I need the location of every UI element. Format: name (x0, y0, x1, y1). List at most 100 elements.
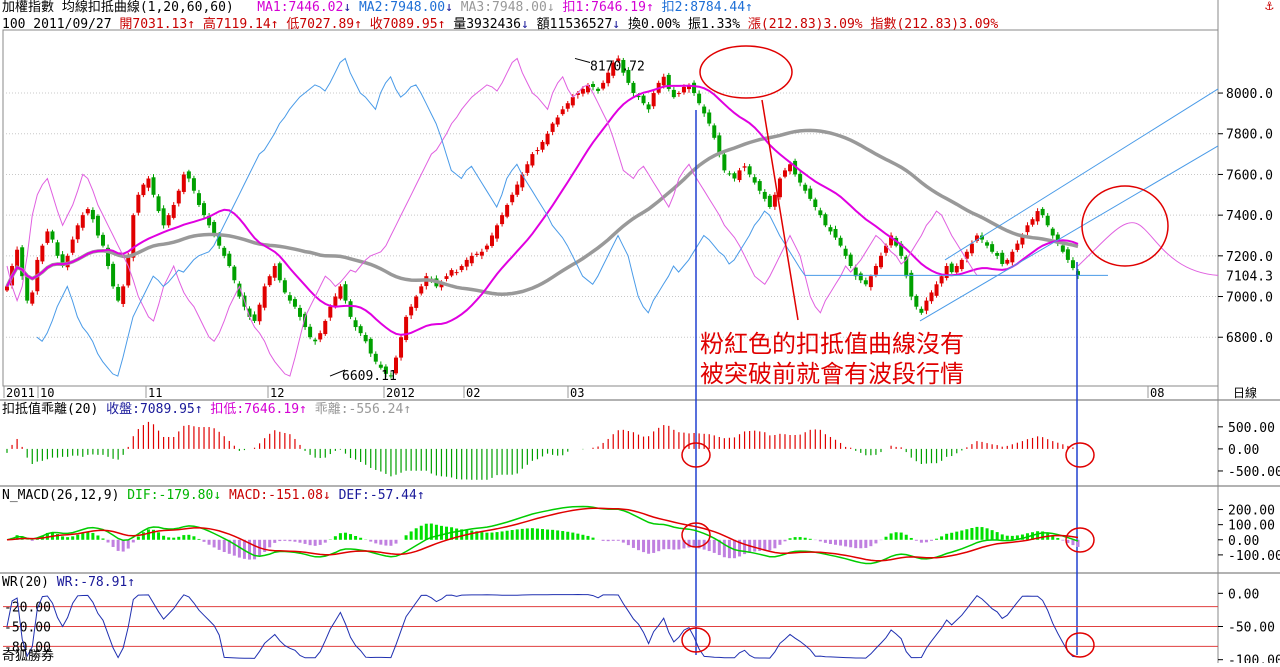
candle-body (954, 266, 959, 273)
candle-body (121, 286, 126, 304)
candle-body (1060, 245, 1065, 252)
candle-body (495, 225, 500, 239)
wr-y-label: 0.00 (1228, 587, 1259, 602)
candle-body (348, 301, 353, 317)
candle-body (868, 276, 873, 288)
candle-body (267, 276, 272, 286)
candle-body (338, 286, 343, 299)
deduct-pink-future (1077, 222, 1219, 276)
wr-ref-label: -50.00 (4, 621, 51, 636)
candle-body (404, 316, 409, 340)
candle-body (60, 254, 65, 267)
candle-body (1010, 251, 1015, 263)
channel-upper (944, 88, 1219, 261)
candle-body (181, 174, 186, 192)
low-value: 低7027.89 (286, 17, 355, 32)
candle-body (252, 314, 257, 321)
candle-body (767, 195, 772, 207)
annotation-circle (1081, 185, 1169, 267)
marker-circle (1065, 527, 1095, 553)
candle-body (464, 259, 469, 267)
candle-body (217, 234, 222, 246)
candle-body (646, 104, 651, 110)
candle-body (196, 193, 201, 205)
candle-body (95, 215, 100, 236)
candle-body (50, 231, 55, 240)
deduct-blue-line (36, 57, 1108, 377)
candle-body (555, 117, 560, 125)
x-tick-label: 02 (466, 386, 480, 400)
candle-body (1030, 219, 1035, 225)
candle-body (944, 266, 949, 279)
peak-label: 8170.72 (590, 60, 645, 75)
y-tick-label: 7600.0 (1226, 168, 1273, 183)
candle-body (131, 215, 136, 258)
channel-lower (919, 145, 1219, 322)
candle-body (853, 267, 858, 277)
deviation-label: 扣抵值乖離(20) (2, 402, 99, 417)
candle-body (687, 84, 692, 90)
candle-body (75, 225, 80, 240)
candle-body (55, 242, 60, 256)
candle-body (591, 83, 596, 87)
ma1-value: MA1:7446.02 (257, 0, 344, 15)
candle-body (904, 256, 909, 277)
candle-body (136, 194, 141, 213)
candle-body (1015, 243, 1020, 250)
candle-body (505, 204, 510, 217)
macd-line (6, 507, 1079, 562)
candle-body (202, 203, 207, 216)
candle-body (626, 69, 631, 83)
candle-body (500, 215, 505, 225)
candle-body (848, 254, 853, 267)
candle-body (828, 227, 833, 232)
candle-body (328, 306, 333, 318)
candle-body (232, 266, 237, 281)
macd-panel-header: N_MACD(26,12,9) DIF:-179.80↓ MACD:-151.0… (2, 488, 425, 503)
ma60-line (5, 128, 1079, 296)
macd-label: N_MACD(26,12,9) (2, 488, 120, 503)
ohlc-prefix: 100 2011/09/27 (2, 17, 112, 32)
turnover-value: 換0.00% (627, 17, 681, 32)
marker-circle (681, 627, 711, 653)
candle-body (712, 125, 717, 138)
candle-body (722, 154, 727, 171)
candle-body (535, 150, 540, 152)
trough-leader (329, 369, 346, 377)
x-tick-label: 11 (148, 386, 162, 400)
candle-body (141, 184, 146, 196)
candle-body (45, 231, 50, 243)
candle-body (843, 248, 848, 256)
marker-circle (681, 442, 711, 468)
candle-body (146, 178, 151, 188)
candle-body (681, 86, 686, 93)
header-line-2: 100 2011/09/27 開7031.13↑ 高7119.14↑ 低7027… (2, 17, 999, 32)
macd-y-label: 200.00 (1228, 504, 1275, 519)
candle-body (237, 283, 242, 297)
candle-body (818, 210, 823, 216)
candle-body (308, 326, 313, 338)
trough-label: 6609.11 (342, 369, 397, 384)
y-tick-label: 7200.0 (1226, 250, 1273, 265)
candle-body (990, 244, 995, 252)
candle-body (985, 242, 990, 246)
candle-body (419, 286, 424, 294)
candle-body (747, 166, 752, 175)
candle-body (515, 184, 520, 195)
candle-body (676, 93, 681, 95)
candle-body (176, 190, 181, 204)
candle-body (697, 93, 702, 104)
candle-body (409, 306, 414, 316)
candle-body (1025, 225, 1030, 233)
candle-body (530, 154, 535, 166)
candle-body (889, 235, 894, 246)
candle-body (298, 307, 303, 317)
anchor-icon[interactable]: ⚓ (1265, 0, 1274, 14)
candle-body (727, 173, 732, 175)
candle-body (353, 320, 358, 328)
candle-body (373, 353, 378, 362)
candle-body (459, 266, 464, 270)
peak-leader (574, 57, 591, 64)
